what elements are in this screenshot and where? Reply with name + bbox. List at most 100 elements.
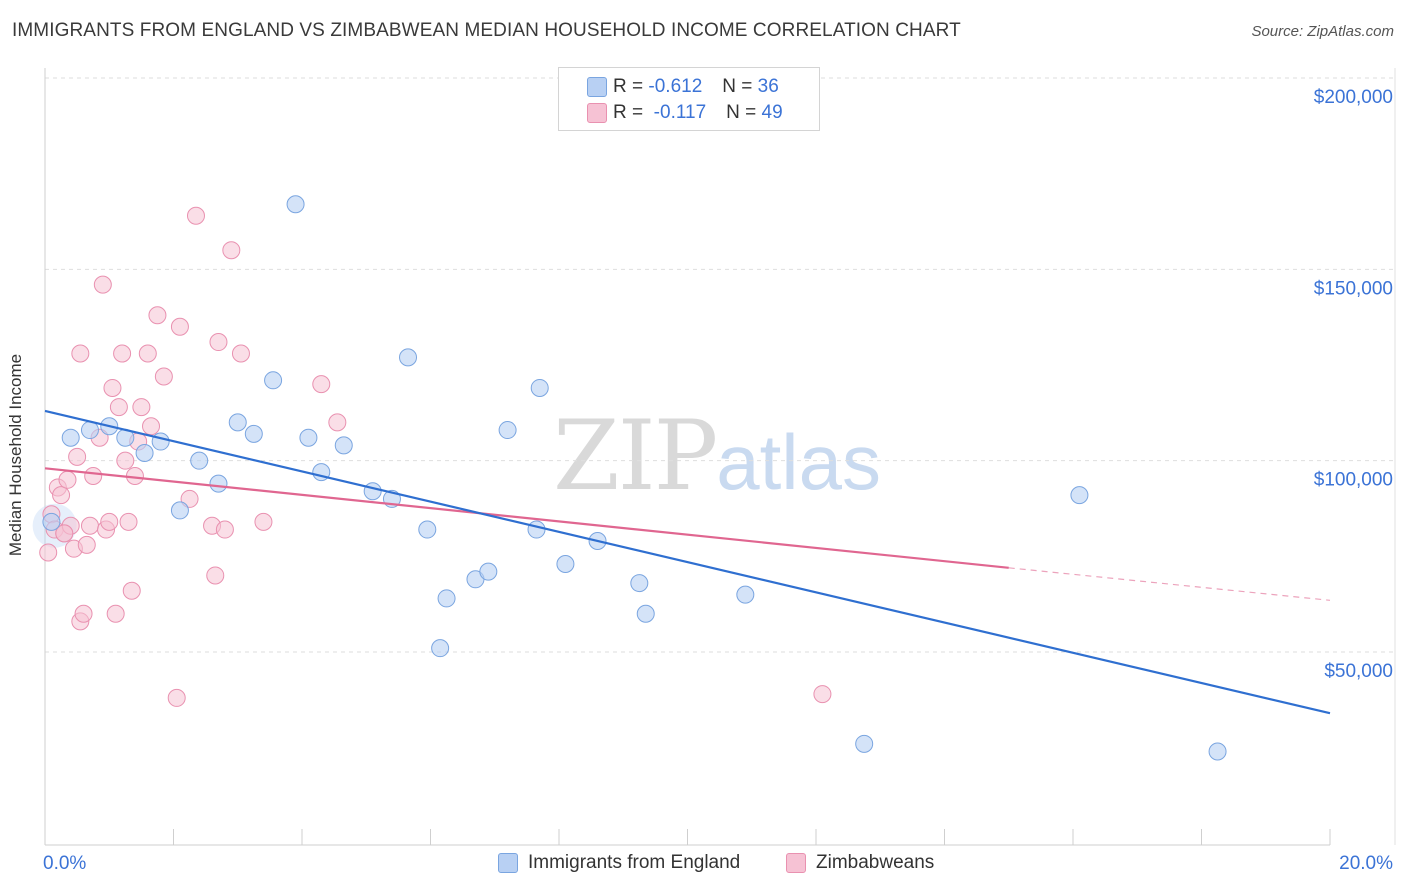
y-tick-label: $100,000 (1314, 470, 1393, 491)
point-england (209, 474, 228, 493)
point-zimbabweans (106, 604, 125, 623)
x-tick-label: 20.0% (1339, 853, 1393, 874)
point-england (530, 378, 549, 397)
point-england (80, 421, 99, 440)
point-zimbabweans (122, 581, 141, 600)
point-zimbabweans (71, 344, 90, 363)
point-england (286, 195, 305, 214)
point-zimbabweans (119, 512, 138, 531)
point-england (630, 574, 649, 593)
point-zimbabweans (116, 451, 135, 470)
correlation-legend: R = -0.612 N = 36 R = -0.117 N = 49 (558, 67, 820, 131)
source-label: Source: ZipAtlas.com (1251, 23, 1394, 40)
point-zimbabweans (39, 543, 58, 562)
chart-title: IMMIGRANTS FROM ENGLAND VS ZIMBABWEAN ME… (12, 20, 961, 41)
point-zimbabweans (80, 516, 99, 535)
watermark-zip: ZIP (553, 400, 718, 512)
point-zimbabweans (254, 512, 273, 531)
point-england (399, 348, 418, 367)
trendline-england (44, 409, 1331, 715)
y-tick-label: $150,000 (1314, 278, 1393, 299)
point-zimbabweans (132, 398, 151, 417)
point-zimbabweans (113, 344, 132, 363)
point-england (135, 444, 154, 463)
point-zimbabweans (58, 470, 77, 489)
point-england (437, 589, 456, 608)
r-label: R = (613, 76, 644, 97)
point-zimbabweans (84, 466, 103, 485)
legend-row-england: R = -0.612 N = 36 (587, 74, 779, 100)
n-label: N = (722, 76, 753, 97)
point-england (431, 639, 450, 658)
point-zimbabweans (209, 333, 228, 352)
n-label: N = (726, 102, 757, 123)
point-england (1070, 486, 1089, 505)
point-england (42, 512, 61, 531)
point-zimbabweans (93, 275, 112, 294)
legend-swatch-england (587, 77, 607, 97)
point-england (1208, 742, 1227, 761)
point-zimbabweans (68, 447, 87, 466)
point-england (418, 520, 437, 539)
point-zimbabweans (222, 241, 241, 260)
point-england (636, 604, 655, 623)
point-england (527, 520, 546, 539)
point-england (855, 734, 874, 753)
point-zimbabweans (180, 489, 199, 508)
legend-item-england: Immigrants from England (498, 852, 740, 874)
trendline-zimbabweans-extension (1008, 567, 1331, 601)
watermark-atlas: atlas (716, 418, 881, 506)
point-england (228, 413, 247, 432)
point-zimbabweans (55, 524, 74, 543)
point-england (299, 428, 318, 447)
point-zimbabweans (77, 535, 96, 554)
point-england (190, 451, 209, 470)
point-zimbabweans (142, 417, 161, 436)
point-zimbabweans (186, 206, 205, 225)
legend-label-england: Immigrants from England (528, 852, 741, 873)
r-value-zimbabweans: -0.117 (653, 102, 707, 123)
point-england (556, 554, 575, 573)
legend-swatch-england (498, 853, 518, 873)
series-legend: Immigrants from England Zimbabweans (0, 852, 1406, 878)
r-label: R = (613, 102, 644, 123)
point-zimbabweans (231, 344, 250, 363)
y-tick-label: $200,000 (1314, 87, 1393, 108)
point-zimbabweans (138, 344, 157, 363)
watermark: ZIPatlas (553, 400, 881, 512)
legend-item-zimbabweans: Zimbabweans (786, 852, 934, 874)
point-england (363, 482, 382, 501)
legend-swatch-zimbabweans (786, 853, 806, 873)
point-zimbabweans (328, 413, 347, 432)
n-value-england: 36 (757, 76, 779, 97)
legend-label-zimbabweans: Zimbabweans (816, 852, 935, 873)
point-england (498, 421, 517, 440)
point-england (151, 432, 170, 451)
point-zimbabweans (170, 317, 189, 336)
legend-swatch-zimbabweans (587, 103, 607, 123)
point-england (736, 585, 755, 604)
n-value-zimbabweans: 49 (761, 102, 783, 123)
point-england (479, 562, 498, 581)
point-england (334, 436, 353, 455)
point-zimbabweans (100, 512, 119, 531)
point-zimbabweans (52, 486, 71, 505)
point-zimbabweans (215, 520, 234, 539)
point-england (264, 371, 283, 390)
x-tick-label: 0.0% (43, 853, 86, 874)
y-tick-label: $50,000 (1324, 661, 1393, 682)
point-zimbabweans (206, 566, 225, 585)
point-zimbabweans (813, 685, 832, 704)
point-zimbabweans (312, 375, 331, 394)
point-zimbabweans (167, 688, 186, 707)
point-zimbabweans (103, 378, 122, 397)
point-zimbabweans (154, 367, 173, 386)
point-england (244, 424, 263, 443)
point-zimbabweans (148, 306, 167, 325)
point-england (61, 428, 80, 447)
point-zimbabweans (109, 398, 128, 417)
r-value-england: -0.612 (648, 76, 703, 97)
trendline-zimbabweans (44, 467, 1009, 569)
legend-row-zimbabweans: R = -0.117 N = 49 (587, 100, 783, 126)
